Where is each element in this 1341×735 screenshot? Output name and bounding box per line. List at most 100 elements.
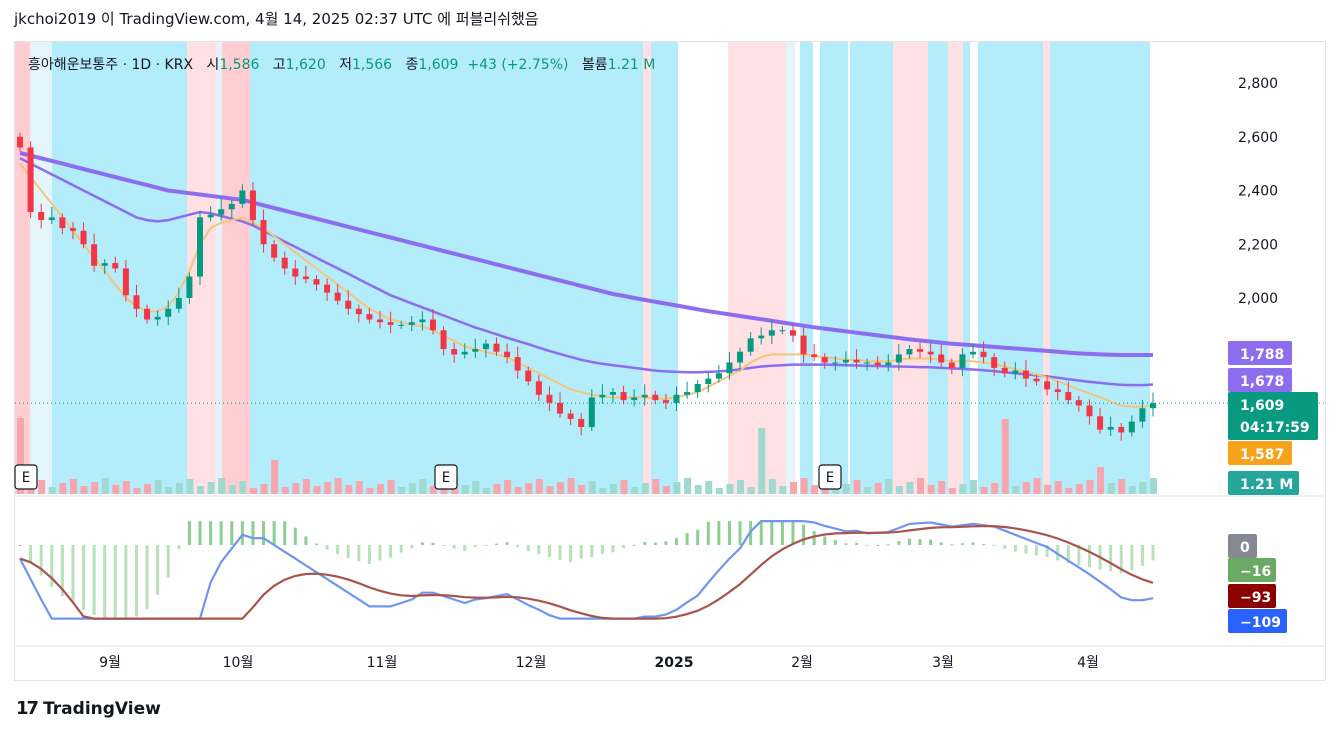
macd-histogram-bar [71,545,75,604]
volume-bar [1001,419,1009,494]
zone-band [786,42,795,494]
candle-body [249,190,256,221]
ema-long-line [19,150,1153,357]
candle-body [27,147,34,212]
macd-histogram-bar [145,545,149,610]
candle-body [832,362,839,364]
candle-body [557,402,564,414]
macd-histogram-bar [1109,545,1113,572]
macd-histogram-bar [960,543,964,545]
macd-histogram-bar [611,545,615,553]
macd-line [19,520,1154,620]
candle-body [80,230,87,245]
volume-bar [91,482,99,494]
zone-band [800,42,813,494]
macd-histogram-bar [558,545,562,560]
volume-bar [1075,484,1083,494]
time-axis: 9월 10월 11월 12월 2025 2월 3월 4월 [99,655,1099,671]
macd-histogram-bar [50,545,54,587]
tradingview-logo[interactable]: 17 TradingView [16,698,161,719]
macd-panel [18,520,1155,620]
macd-histogram-bar [929,539,933,545]
candle-body [17,136,23,148]
volume-bar [429,486,437,494]
price-tick-label: 2,800 [1238,76,1278,92]
macd-histogram-bar [1035,545,1039,556]
price-tick-label: 2,200 [1238,237,1278,253]
macd-histogram-bar [431,542,435,545]
volume-bar [969,480,977,494]
candle-body [112,263,119,269]
zone-band [651,42,678,494]
zone-band [893,42,928,494]
volume-bar [874,483,882,494]
volume-bar [906,482,914,494]
price-badge: 1,788 [1228,341,1292,365]
macd-histogram-bar [1087,545,1091,568]
zone-band [948,42,963,494]
zone-band [216,42,222,494]
candle-body [165,308,172,317]
candle-body [218,209,225,215]
price-badge: 1,678 [1228,368,1292,392]
earnings-marker[interactable]: E [14,464,38,490]
volume-bar [271,460,279,494]
macd-histogram-bar [219,521,223,545]
earnings-marker[interactable]: E [434,464,458,490]
candle-body [1022,370,1029,379]
volume-bar [144,484,152,494]
price-tick-label: 2,000 [1238,291,1278,307]
candle-body [1012,370,1019,374]
macd-histogram-bar [971,542,975,545]
candle-body [535,381,542,395]
time-tick-label: 10월 [223,655,254,671]
macd-histogram-bar [907,538,911,545]
candle-body [694,384,701,393]
macd-histogram-bar [569,545,573,563]
price-axis: 2,800 2,600 2,400 2,200 2,000 [1238,76,1278,307]
candle-body [186,276,193,298]
macd-histogram-bar [770,521,774,545]
macd-histogram-bar [1013,545,1017,552]
volume-bar [609,484,617,494]
volume-bar [419,479,427,494]
macd-histogram-bar [1151,545,1155,561]
macd-histogram-bar [1077,545,1081,566]
candle-body [853,359,860,363]
zone-band [52,42,187,494]
candle-body [228,203,235,210]
zone-band [978,42,1043,494]
earnings-marker[interactable]: E [818,464,842,490]
svg-text:1,678: 1,678 [1240,374,1284,390]
candle-body [842,359,849,363]
candle-body [567,413,574,419]
price-tick-label: 2,600 [1238,130,1278,146]
macd-histogram-bar [950,544,954,546]
zone-band [1043,42,1050,494]
svg-text:−93: −93 [1240,590,1271,606]
macd-histogram-bar [696,529,700,545]
symbol-legend: 흥아해운보통주 · 1D · KRX 시1,586 고1,620 저1,566 … [28,54,655,74]
volume-bar [864,487,872,494]
candle-body [917,349,924,352]
candle-body [705,378,712,384]
candle-body [737,351,744,363]
candle-body [969,351,976,355]
volume-bar [588,481,596,494]
candle-body [451,349,458,355]
macd-histogram-bar [855,543,859,545]
price-badge: 1.21 M [1228,471,1299,495]
candle-body [408,322,415,325]
macd-histogram-bar [1119,545,1123,574]
macd-histogram-bar [865,545,869,546]
volume-bar [1065,488,1073,494]
macd-histogram-bar [802,524,806,545]
candle-body [620,392,627,401]
candle-body [292,268,299,277]
volume-bar [493,484,501,494]
candle-body [1054,389,1061,393]
macd-histogram-bar [272,521,276,545]
candle-body [609,392,616,395]
